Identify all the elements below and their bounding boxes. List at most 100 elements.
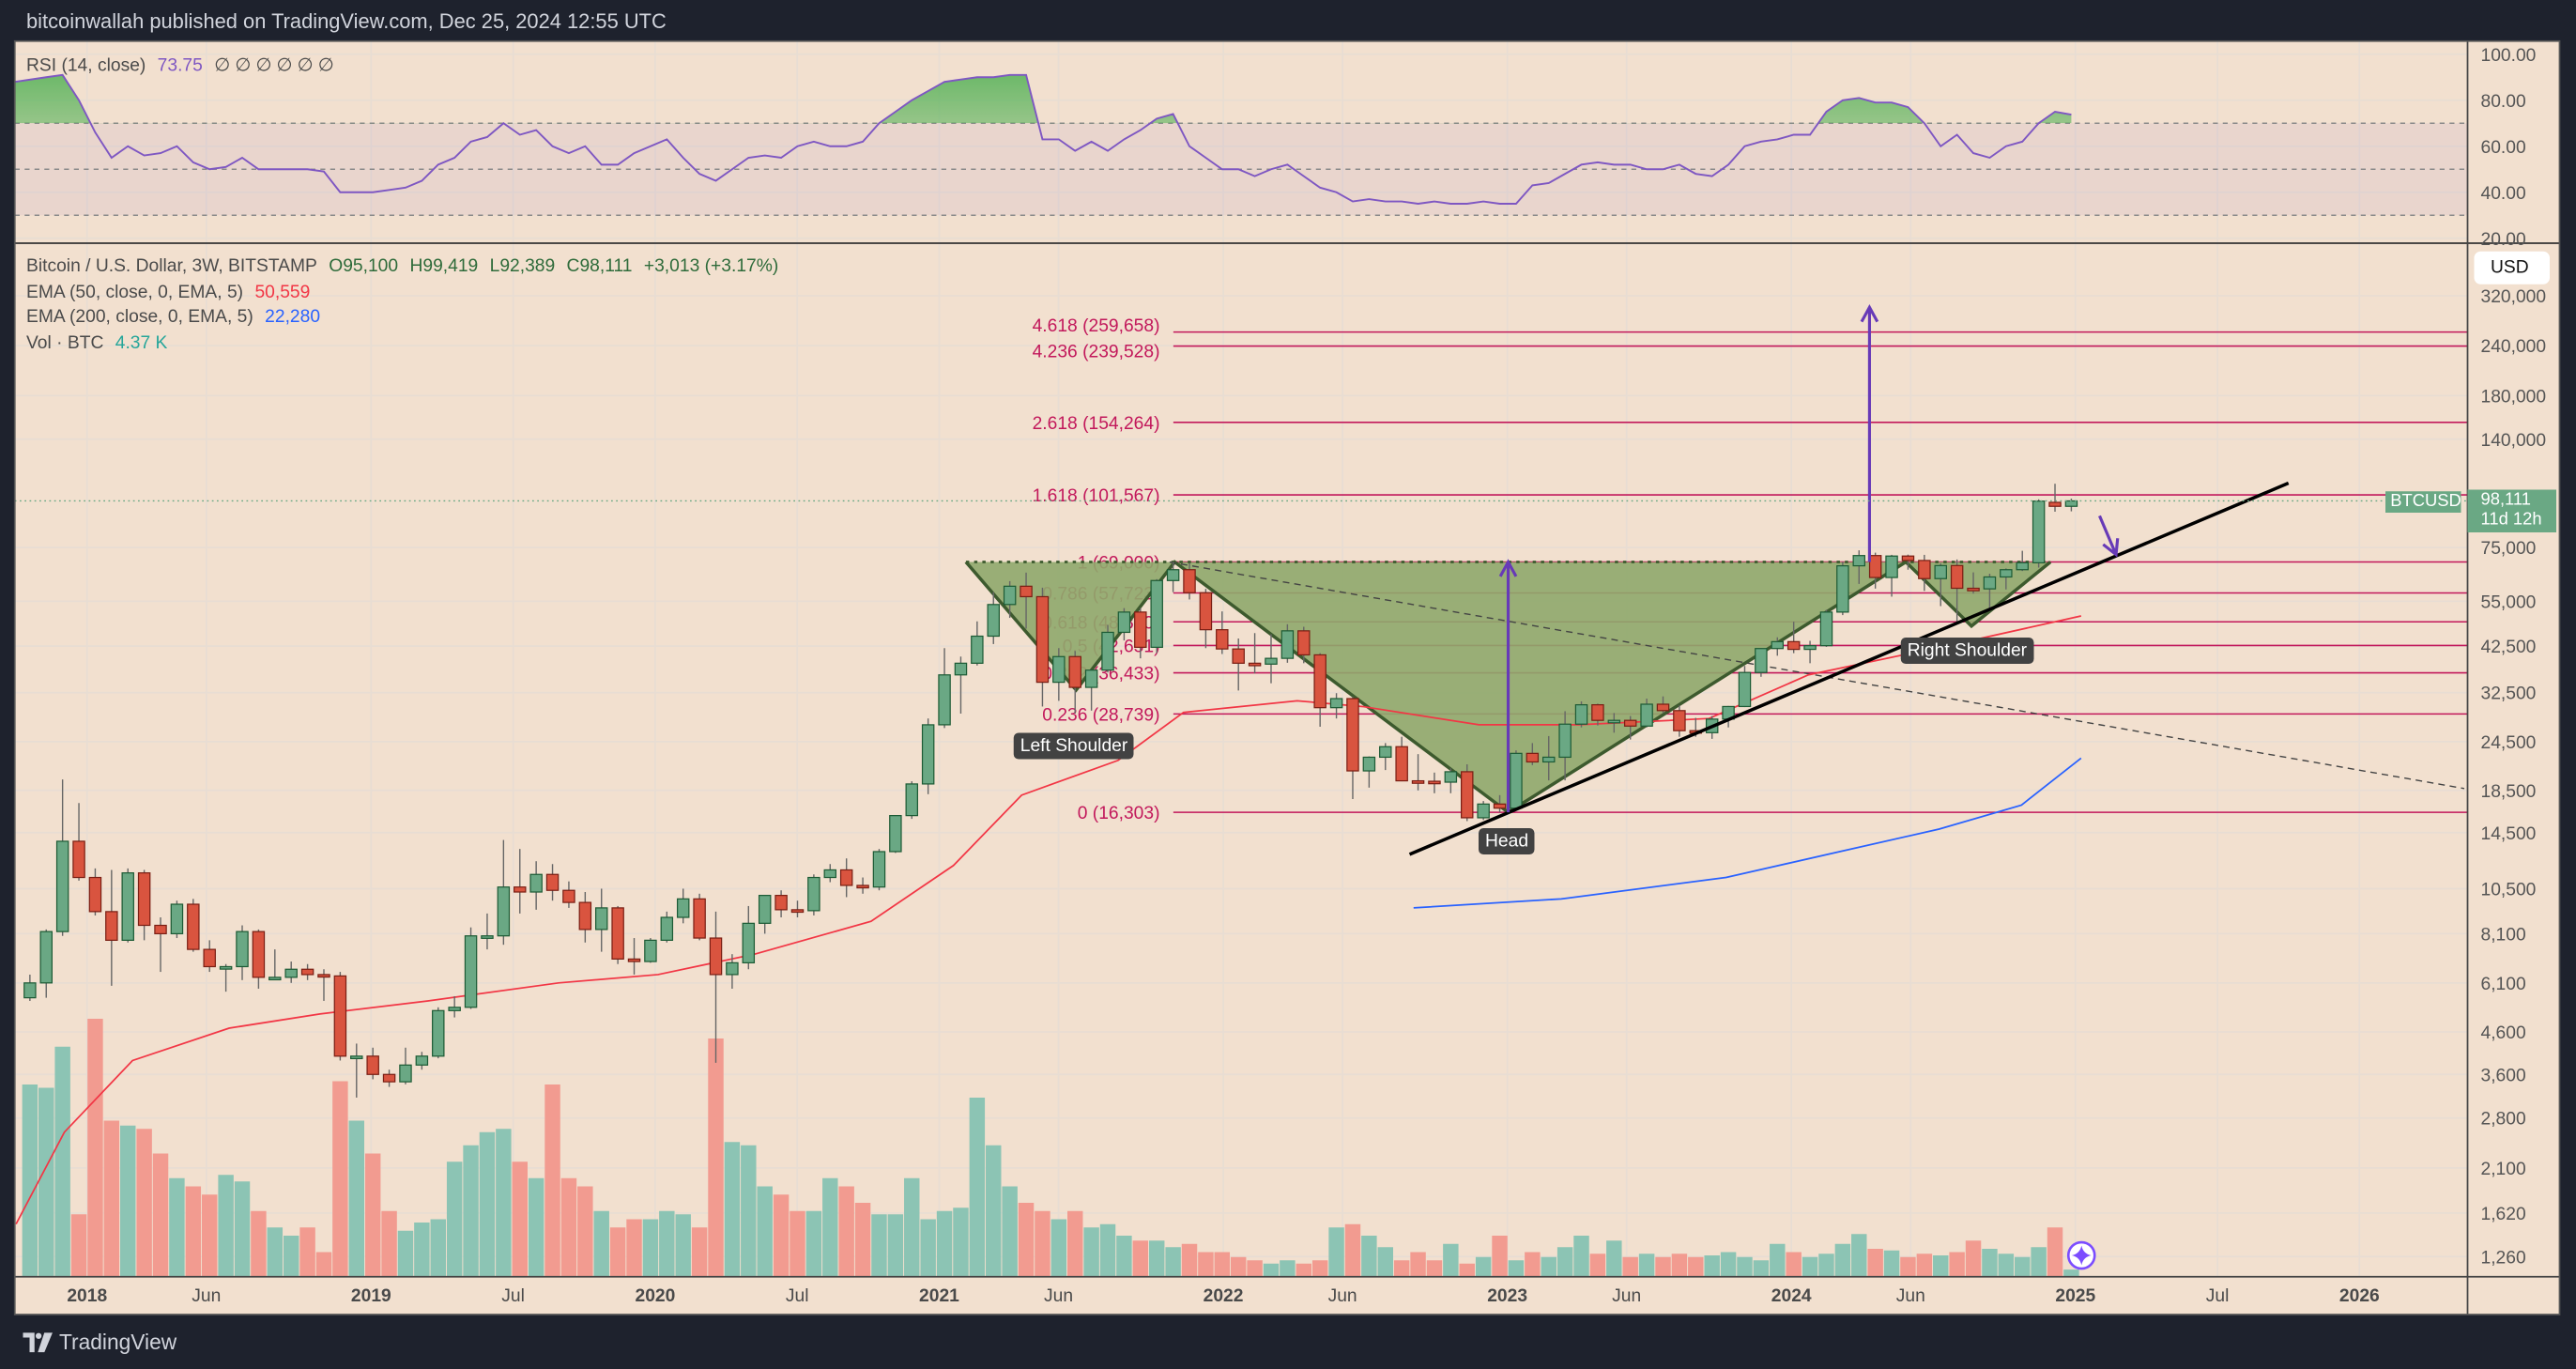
candle-body (203, 948, 216, 968)
volume-bar (1556, 1247, 1573, 1277)
volume-bar (218, 1175, 234, 1277)
candle-body (1673, 710, 1686, 731)
candle (1918, 554, 1931, 592)
candle (1493, 794, 1507, 813)
candle (1771, 637, 1785, 656)
symbol-name[interactable]: Bitcoin / U.S. Dollar, 3W, BITSTAMP (26, 256, 317, 276)
candle (448, 995, 461, 1018)
candle-body (1035, 595, 1050, 684)
candle (676, 888, 690, 924)
candle-body (284, 968, 298, 978)
candle-body (88, 876, 102, 913)
candle-body (758, 895, 772, 924)
rsi-value: 73.75 (157, 55, 203, 76)
volume-bar (446, 1161, 463, 1277)
symbol-price-tag: BTCUSD (2385, 491, 2461, 513)
ema200-legend[interactable]: EMA (200, close, 0, EMA, 5) 22,280 (26, 307, 327, 327)
candle (382, 1069, 396, 1087)
candle (1068, 651, 1081, 714)
candle (1950, 559, 1964, 622)
candle-body (1607, 719, 1621, 724)
candle-body (1150, 579, 1163, 648)
candle (1117, 608, 1131, 641)
candle-body (856, 884, 869, 889)
candle-body (594, 907, 608, 931)
volume-bar (414, 1223, 430, 1277)
volume-bar (1083, 1227, 1099, 1277)
candle-body (333, 975, 347, 1057)
volume-bar (1851, 1234, 1867, 1277)
candle-body (1216, 629, 1229, 650)
price-axis-tick: 55,000 (2481, 592, 2537, 612)
fib-label-0: 0 (16,303) (1078, 804, 1160, 823)
currency-button[interactable]: USD (2474, 251, 2550, 285)
volume-bar (528, 1177, 544, 1277)
candle-body (1444, 771, 1458, 783)
candle (726, 954, 739, 989)
candle-body (415, 1055, 429, 1066)
time-axis-tick: Jun (1044, 1286, 1073, 1306)
volume-bar (1132, 1240, 1149, 1277)
candle-body (399, 1064, 412, 1083)
volume-bar (838, 1186, 854, 1277)
candle (236, 925, 249, 980)
low-value: L92,389 (489, 256, 556, 276)
volume-bar (724, 1142, 741, 1277)
time-axis-tick: Jul (786, 1286, 809, 1306)
candle (1967, 572, 1980, 594)
publish-info: bitcoinwallah published on TradingView.c… (26, 9, 667, 34)
volume-bar (463, 1145, 479, 1277)
candle-body (1428, 780, 1441, 785)
head-label[interactable]: Head (1479, 828, 1536, 854)
candle (481, 913, 494, 950)
volume-bar (152, 1153, 169, 1277)
candle (2048, 484, 2062, 512)
price-axis-tick: 24,500 (2481, 733, 2537, 753)
volume-bar (659, 1210, 675, 1277)
ema200-label: EMA (200, close, 0, EMA, 5) (26, 307, 253, 328)
ai-assistant-button[interactable] (2066, 1240, 2096, 1270)
left-shoulder-label[interactable]: Left Shoulder (1013, 732, 1135, 760)
candle (1346, 697, 1359, 799)
candle-body (481, 935, 494, 939)
candle-body (497, 886, 511, 937)
arrow-2-shaft (2098, 515, 2118, 556)
time-axis-tick: 2026 (2339, 1286, 2380, 1306)
candle (39, 929, 53, 998)
volume-bar (201, 1194, 218, 1277)
volume-bar (22, 1084, 38, 1277)
volume-bar (283, 1236, 299, 1277)
volume-label: Vol · BTC (26, 333, 104, 354)
candle (921, 718, 935, 794)
volume-bar (822, 1177, 838, 1277)
candle-body (1477, 803, 1490, 819)
volume-bar (479, 1131, 496, 1277)
volume-bar (1933, 1255, 1949, 1277)
footer-brand[interactable]: TradingView (23, 1330, 176, 1354)
volume-bar (1802, 1256, 1818, 1277)
ema50-legend[interactable]: EMA (50, close, 0, EMA, 5) 50,559 (26, 283, 316, 302)
candle-body (39, 931, 53, 984)
candle-body (1411, 779, 1425, 784)
candle-body (1738, 671, 1752, 708)
volume-bar (1753, 1260, 1770, 1277)
volume-legend[interactable]: Vol · BTC 4.37 K (26, 333, 174, 353)
candle (1362, 756, 1376, 788)
candle (1656, 696, 1670, 714)
candle-body (1526, 752, 1540, 763)
candle (1477, 801, 1490, 821)
right-shoulder-label[interactable]: Right Shoulder (1900, 638, 2034, 664)
volume-bar (1998, 1254, 2015, 1277)
last-price-label: 98,111 11d 12h (2467, 489, 2556, 532)
volume-bar (1834, 1243, 1851, 1277)
volume-bar (267, 1227, 284, 1277)
support-trendline (1408, 481, 2290, 856)
candle (300, 963, 314, 980)
volume-bar (1622, 1256, 1638, 1277)
rsi-axis-tick: 20.00 (2481, 230, 2526, 250)
candle (284, 961, 298, 983)
volume-bar (1688, 1256, 1704, 1277)
volume-bar (348, 1120, 365, 1277)
